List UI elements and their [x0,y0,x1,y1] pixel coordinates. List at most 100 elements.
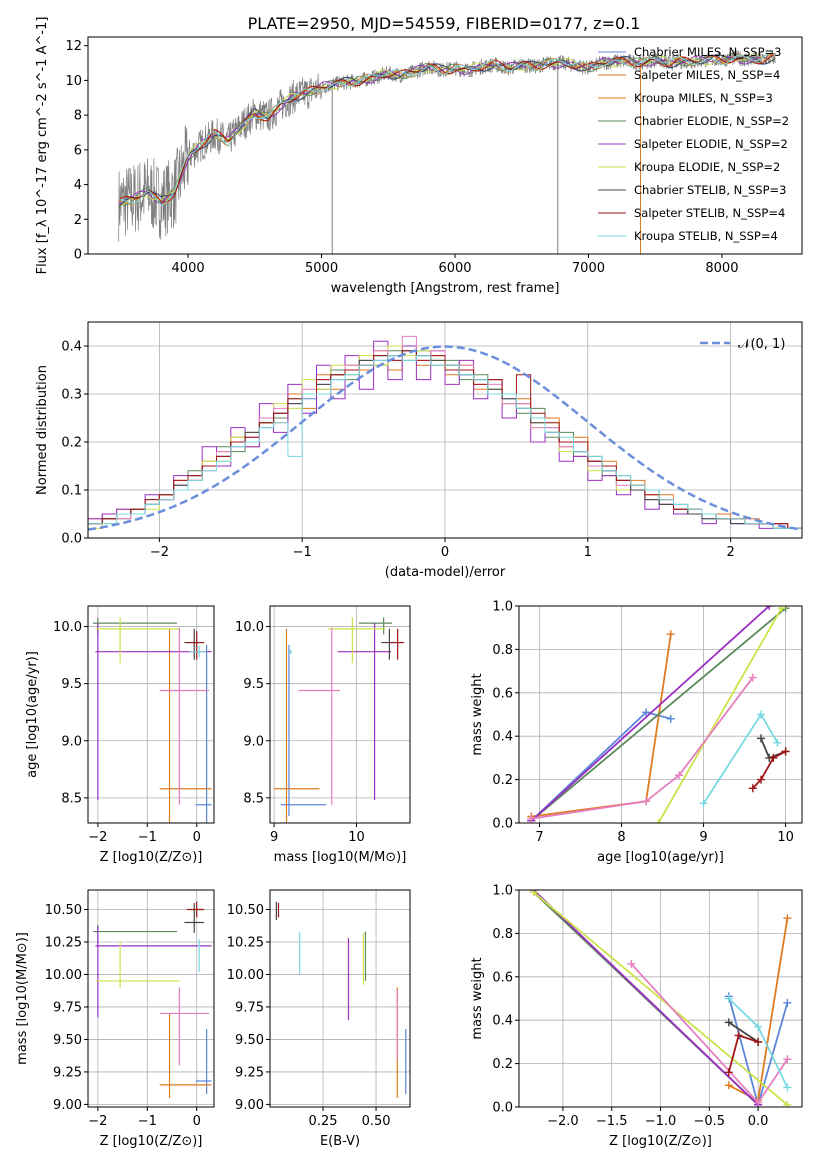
x-axis-label: Z [log10(Z/Z⊙)] [100,850,203,865]
model-series-line [118,55,776,205]
errorbar-point [159,628,212,823]
mass-weight-series [657,607,783,823]
y-tick-label: 2 [74,213,82,228]
plus-marker [699,799,708,808]
x-tick-label: −1 [293,545,312,560]
axes-frame [87,889,215,1108]
y-tick-label: 10.25 [45,935,82,950]
y-tick-label: 0.3 [61,388,82,403]
mass-weight-series [530,607,787,822]
plus-marker [754,1098,763,1107]
y-tick-label: 0.2 [492,773,513,788]
y-tick-label: 9.5 [61,677,82,692]
y-tick-label: 9.75 [235,1000,264,1015]
x-axis-label: (data-model)/error [385,565,506,580]
plus-marker [627,959,636,968]
y-tick-label: 6 [74,143,82,158]
errorbar-point [189,645,207,658]
y-tick-label: 9.00 [235,1098,264,1113]
y-tick-label: 10.00 [45,968,82,983]
mass-weight-vs-age-panel: 7 8 9 10 0.0 0.2 0.4 0.6 0.8 1.0 age [log10(age/yr… [470,600,803,865]
y-tick-label: 9.75 [53,1000,82,1015]
x-tick-label: −0.5 [694,1114,726,1129]
y-tick-label: 0.6 [492,970,513,985]
plus-marker [748,784,757,793]
x-tick-label: −2 [88,830,107,845]
plus-marker [666,714,675,723]
mass-vs-metallicity-panel: −2 −1 0 9.00 9.25 9.50 9.75 10.00 10.25 10.50 Z [l… [15,889,215,1149]
y-tick-label: 9.25 [235,1065,264,1080]
y-tick-label: 9.00 [53,1098,82,1113]
y-tick-label: 8.5 [243,791,264,806]
x-tick-label: 10 [777,830,794,845]
plot-area [88,335,802,531]
y-tick-label: 10 [65,74,82,89]
y-tick-label: 0.4 [492,730,513,745]
y-tick-label: 0.0 [492,817,513,832]
y-tick-label: 0.8 [492,927,513,942]
errorbar-point [358,617,392,635]
x-tick-label: 0.25 [309,1114,338,1129]
errorbar-point [159,627,210,805]
plot-area [118,50,776,254]
y-tick-label: 0.6 [492,686,513,701]
x-tick-label: 10 [348,830,365,845]
plus-marker [674,771,683,780]
data-spectrum-line [118,50,776,242]
model-series-line [118,53,776,206]
y-axis-label: Flux [f_λ 10^-17 erg cm^-2 s^-1 A^-1] [35,17,50,275]
x-tick-label: 8000 [705,261,738,276]
y-tick-label: 0.2 [492,1057,513,1072]
age-vs-metallicity-panel: −2 −1 0 8.5 9.0 9.5 10.0 Z [log10(Z/Z⊙)] age [lo… [25,605,215,865]
y-tick-label: 8 [74,109,82,124]
axes-frame [269,605,411,824]
errorbar-point [159,987,210,1066]
mass-weight-series [531,634,672,818]
y-tick-label: 0 [74,248,82,263]
plus-marker [769,753,778,762]
mass-weight-series [728,1021,759,1043]
x-tick-label: −1 [138,830,157,845]
y-axis-label: mass weight [470,957,485,1039]
x-axis-label: mass [log10(M/M⊙)] [274,850,407,865]
errorbar-point [389,628,405,660]
residual-panel: −2 −1 0 1 2 0.0 0.1 0.2 0.3 0.4 (data-model)/error… [35,321,803,580]
x-tick-label: −2 [150,545,169,560]
plot-area [529,890,792,1107]
x-tick-label: 1 [584,545,592,560]
plus-marker [642,797,651,806]
model-series-line [118,52,776,205]
x-tick-label: 4000 [172,261,205,276]
y-tick-label: 12 [65,39,82,54]
y-tick-label: 10.50 [45,903,82,918]
plot-area [527,606,790,823]
y-axis-label: mass weight [470,673,485,755]
errorbar-point [186,631,205,660]
x-tick-label: 9 [699,830,707,845]
plus-marker [783,914,792,923]
x-axis-label: E(B-V) [320,1134,360,1149]
x-tick-label: −2.0 [547,1114,579,1129]
y-axis-label: age [log10(age/yr)] [25,651,40,778]
plus-marker [783,1100,792,1107]
plus-marker [724,1081,733,1090]
x-tick-label: −1.0 [645,1114,677,1129]
y-tick-label: 8.5 [61,791,82,806]
plot-area [92,901,212,1098]
y-tick-label: 10.00 [227,968,264,983]
y-axis-label: Normed distribution [35,365,50,495]
plus-marker [783,998,792,1007]
y-tick-label: 9.25 [53,1065,82,1080]
mass-vs-ebv-panel: 0.25 0.50 9.00 9.25 9.50 9.75 10.00 10.25 10.50 E… [227,889,411,1149]
plus-marker [748,673,757,682]
errorbar-point [184,628,205,660]
errorbar-point [159,1013,212,1098]
plus-marker [666,630,675,639]
x-tick-label: 7000 [572,261,605,276]
errorbar-point [381,628,402,660]
legend-entry: Salpeter MILES, N_SSP=4 [634,68,780,82]
x-axis-label: Z [log10(Z/Z⊙)] [100,1134,203,1149]
y-tick-label: 10.50 [227,903,264,918]
y-axis-label: mass [log10(M/M⊙)] [15,932,30,1065]
x-tick-label: 9 [270,830,278,845]
